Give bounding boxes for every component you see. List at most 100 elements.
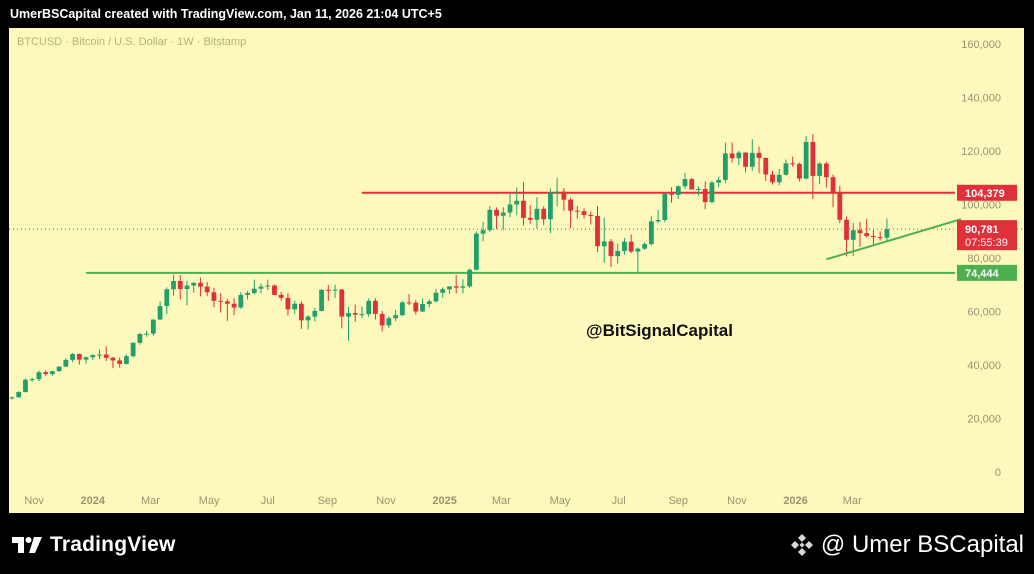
candle bbox=[675, 185, 681, 200]
candle bbox=[480, 221, 486, 242]
x-tick-label: 2024 bbox=[81, 495, 106, 507]
candle bbox=[682, 172, 688, 189]
candle bbox=[803, 136, 809, 180]
candle bbox=[49, 370, 55, 377]
y-tick-label: 0 bbox=[995, 467, 1001, 479]
candle-body bbox=[561, 191, 567, 200]
candle bbox=[635, 247, 641, 273]
candle bbox=[90, 354, 96, 361]
candle-body bbox=[682, 179, 688, 187]
x-tick-label: Mar bbox=[492, 495, 511, 507]
candle bbox=[622, 237, 627, 255]
candle bbox=[716, 176, 722, 188]
countdown-label: 07:55:39 bbox=[965, 237, 1008, 249]
candle bbox=[43, 370, 49, 376]
candle-body bbox=[218, 300, 224, 302]
candle-body bbox=[622, 241, 627, 252]
candle bbox=[608, 239, 614, 268]
candle-body bbox=[76, 354, 82, 360]
candle bbox=[884, 218, 890, 241]
x-tick-label: Nov bbox=[376, 495, 396, 507]
chart-area[interactable]: BTCUSD · Bitcoin / U.S. Dollar · 1W · Bi… bbox=[9, 28, 1024, 513]
candle bbox=[783, 159, 789, 176]
candle-body bbox=[749, 152, 755, 167]
author-credit: @ Umer BSCapital bbox=[789, 531, 1024, 559]
candle-body bbox=[716, 179, 722, 183]
candle-body bbox=[144, 333, 149, 335]
candle bbox=[669, 187, 674, 203]
candle-body bbox=[467, 269, 473, 287]
candle-body bbox=[548, 192, 553, 220]
candle bbox=[601, 217, 607, 263]
last-price-label: 90,781 bbox=[965, 224, 999, 236]
candle-body bbox=[272, 285, 277, 295]
candle-body bbox=[655, 220, 661, 222]
candle-body bbox=[23, 379, 28, 393]
candle bbox=[83, 356, 89, 364]
candle-body bbox=[534, 208, 540, 220]
candle-body bbox=[521, 200, 526, 218]
candle-body bbox=[635, 248, 641, 252]
candle-body bbox=[366, 300, 372, 315]
candle bbox=[588, 211, 594, 225]
watermark: @BitSignalCapital bbox=[586, 321, 733, 340]
candle-body bbox=[224, 301, 230, 304]
y-tick-label: 100,000 bbox=[961, 200, 1001, 212]
candle bbox=[144, 330, 149, 337]
candle bbox=[763, 157, 769, 181]
y-tick-label: 120,000 bbox=[961, 146, 1001, 158]
candle-body bbox=[696, 188, 701, 190]
candle bbox=[534, 197, 540, 229]
candle bbox=[110, 356, 116, 369]
candle bbox=[332, 284, 338, 298]
candle bbox=[810, 134, 816, 200]
support-badge-label: 74,444 bbox=[965, 268, 1000, 280]
candle bbox=[386, 316, 392, 329]
candle bbox=[776, 168, 782, 186]
header-caption: UmerBSCapital created with TradingView.c… bbox=[10, 7, 442, 21]
candle-body bbox=[346, 313, 351, 317]
candle bbox=[548, 188, 553, 234]
candle-body bbox=[70, 354, 75, 360]
candle-body bbox=[763, 157, 769, 175]
candle-body bbox=[90, 355, 96, 358]
tradingview-logo[interactable]: TradingView bbox=[12, 533, 176, 557]
candle-body bbox=[541, 208, 547, 220]
candle-body bbox=[460, 286, 466, 288]
candle bbox=[823, 161, 829, 188]
y-tick-label: 20,000 bbox=[967, 414, 1001, 426]
candle bbox=[494, 207, 499, 230]
y-tick-label: 140,000 bbox=[961, 93, 1001, 105]
candle bbox=[56, 366, 62, 372]
candle-body bbox=[850, 230, 856, 240]
candle-body bbox=[231, 303, 237, 308]
candle bbox=[817, 162, 822, 185]
candle bbox=[137, 332, 143, 345]
candle bbox=[743, 152, 748, 173]
candle-body bbox=[36, 372, 42, 380]
y-axis: 0 20,000 40,000 60,000 80,000 100,000 120,000 1… bbox=[961, 39, 1001, 479]
candle-body bbox=[386, 318, 392, 326]
price-chart[interactable]: BTCUSD · Bitcoin / U.S. Dollar · 1W · Bi… bbox=[9, 28, 1024, 513]
candle-body bbox=[494, 209, 499, 216]
candle-body bbox=[803, 141, 809, 179]
candle-body bbox=[379, 313, 385, 326]
candle-body bbox=[857, 230, 863, 234]
candle-body bbox=[29, 379, 35, 381]
candle-body bbox=[83, 357, 89, 360]
candle bbox=[224, 298, 230, 321]
candle bbox=[554, 178, 560, 207]
y-tick-label: 160,000 bbox=[961, 39, 1001, 51]
candle bbox=[198, 277, 203, 297]
candle bbox=[426, 299, 432, 308]
candle-body bbox=[413, 302, 419, 312]
candle-body bbox=[420, 304, 425, 312]
candle bbox=[877, 231, 883, 241]
candle-body bbox=[352, 313, 358, 315]
candle bbox=[595, 206, 600, 253]
candle-body bbox=[480, 230, 486, 234]
candle bbox=[702, 181, 708, 210]
candle-body bbox=[245, 293, 250, 295]
candle bbox=[164, 287, 170, 315]
candle-body bbox=[702, 188, 708, 203]
